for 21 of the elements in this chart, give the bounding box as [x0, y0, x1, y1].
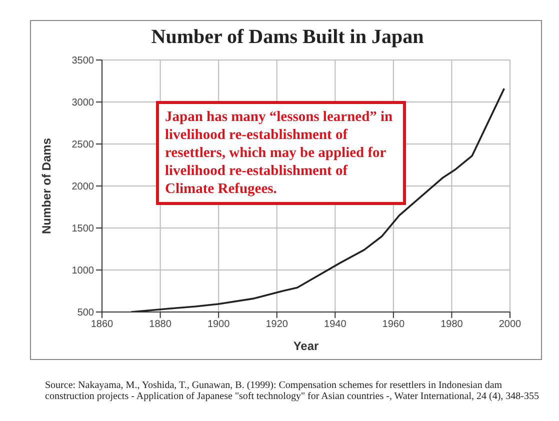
x-tick-label: 1920 — [266, 319, 288, 330]
y-axis-title: Number of Dams — [39, 138, 54, 234]
y-tick-label: 500 — [77, 308, 94, 319]
x-tick-label: 1940 — [324, 319, 347, 330]
line-series — [130, 88, 506, 312]
annotation: Japan has many “lessons learned” in livelihood re-establishment of resettlers, which may be applied for livelihood re-establishment of Climate Refugees. — [156, 101, 406, 205]
x-tick-label: 1900 — [207, 319, 230, 330]
chart-title: Number of Dams Built in Japan — [150, 26, 425, 49]
x-tick-label: 1880 — [149, 319, 172, 330]
x-tick-label: 1980 — [440, 319, 464, 330]
y-tick-label: 1000 — [72, 266, 94, 277]
y-tick-label: 1500 — [72, 224, 94, 235]
y-tick-label: 3000 — [72, 98, 94, 109]
x-tick-label: 1860 — [90, 319, 114, 330]
y-tick-label: 2500 — [72, 140, 94, 151]
x-tick-label: 2000 — [498, 319, 522, 330]
y-tick-label: 3500 — [72, 56, 94, 67]
source-note: Source: Nakayama, M., Yoshida, T., Gunawan, B. (1999): Compensation schemes for resettlers in Indonesian dam construction projects - Application of Japanese "soft technology" for Asian countries -, Water International, 24 (4), 348-355 — [45, 380, 540, 402]
y-tick-label: 2000 — [72, 182, 94, 193]
x-tick-label: 1960 — [382, 319, 405, 330]
x-axis-title: Year — [293, 339, 320, 353]
